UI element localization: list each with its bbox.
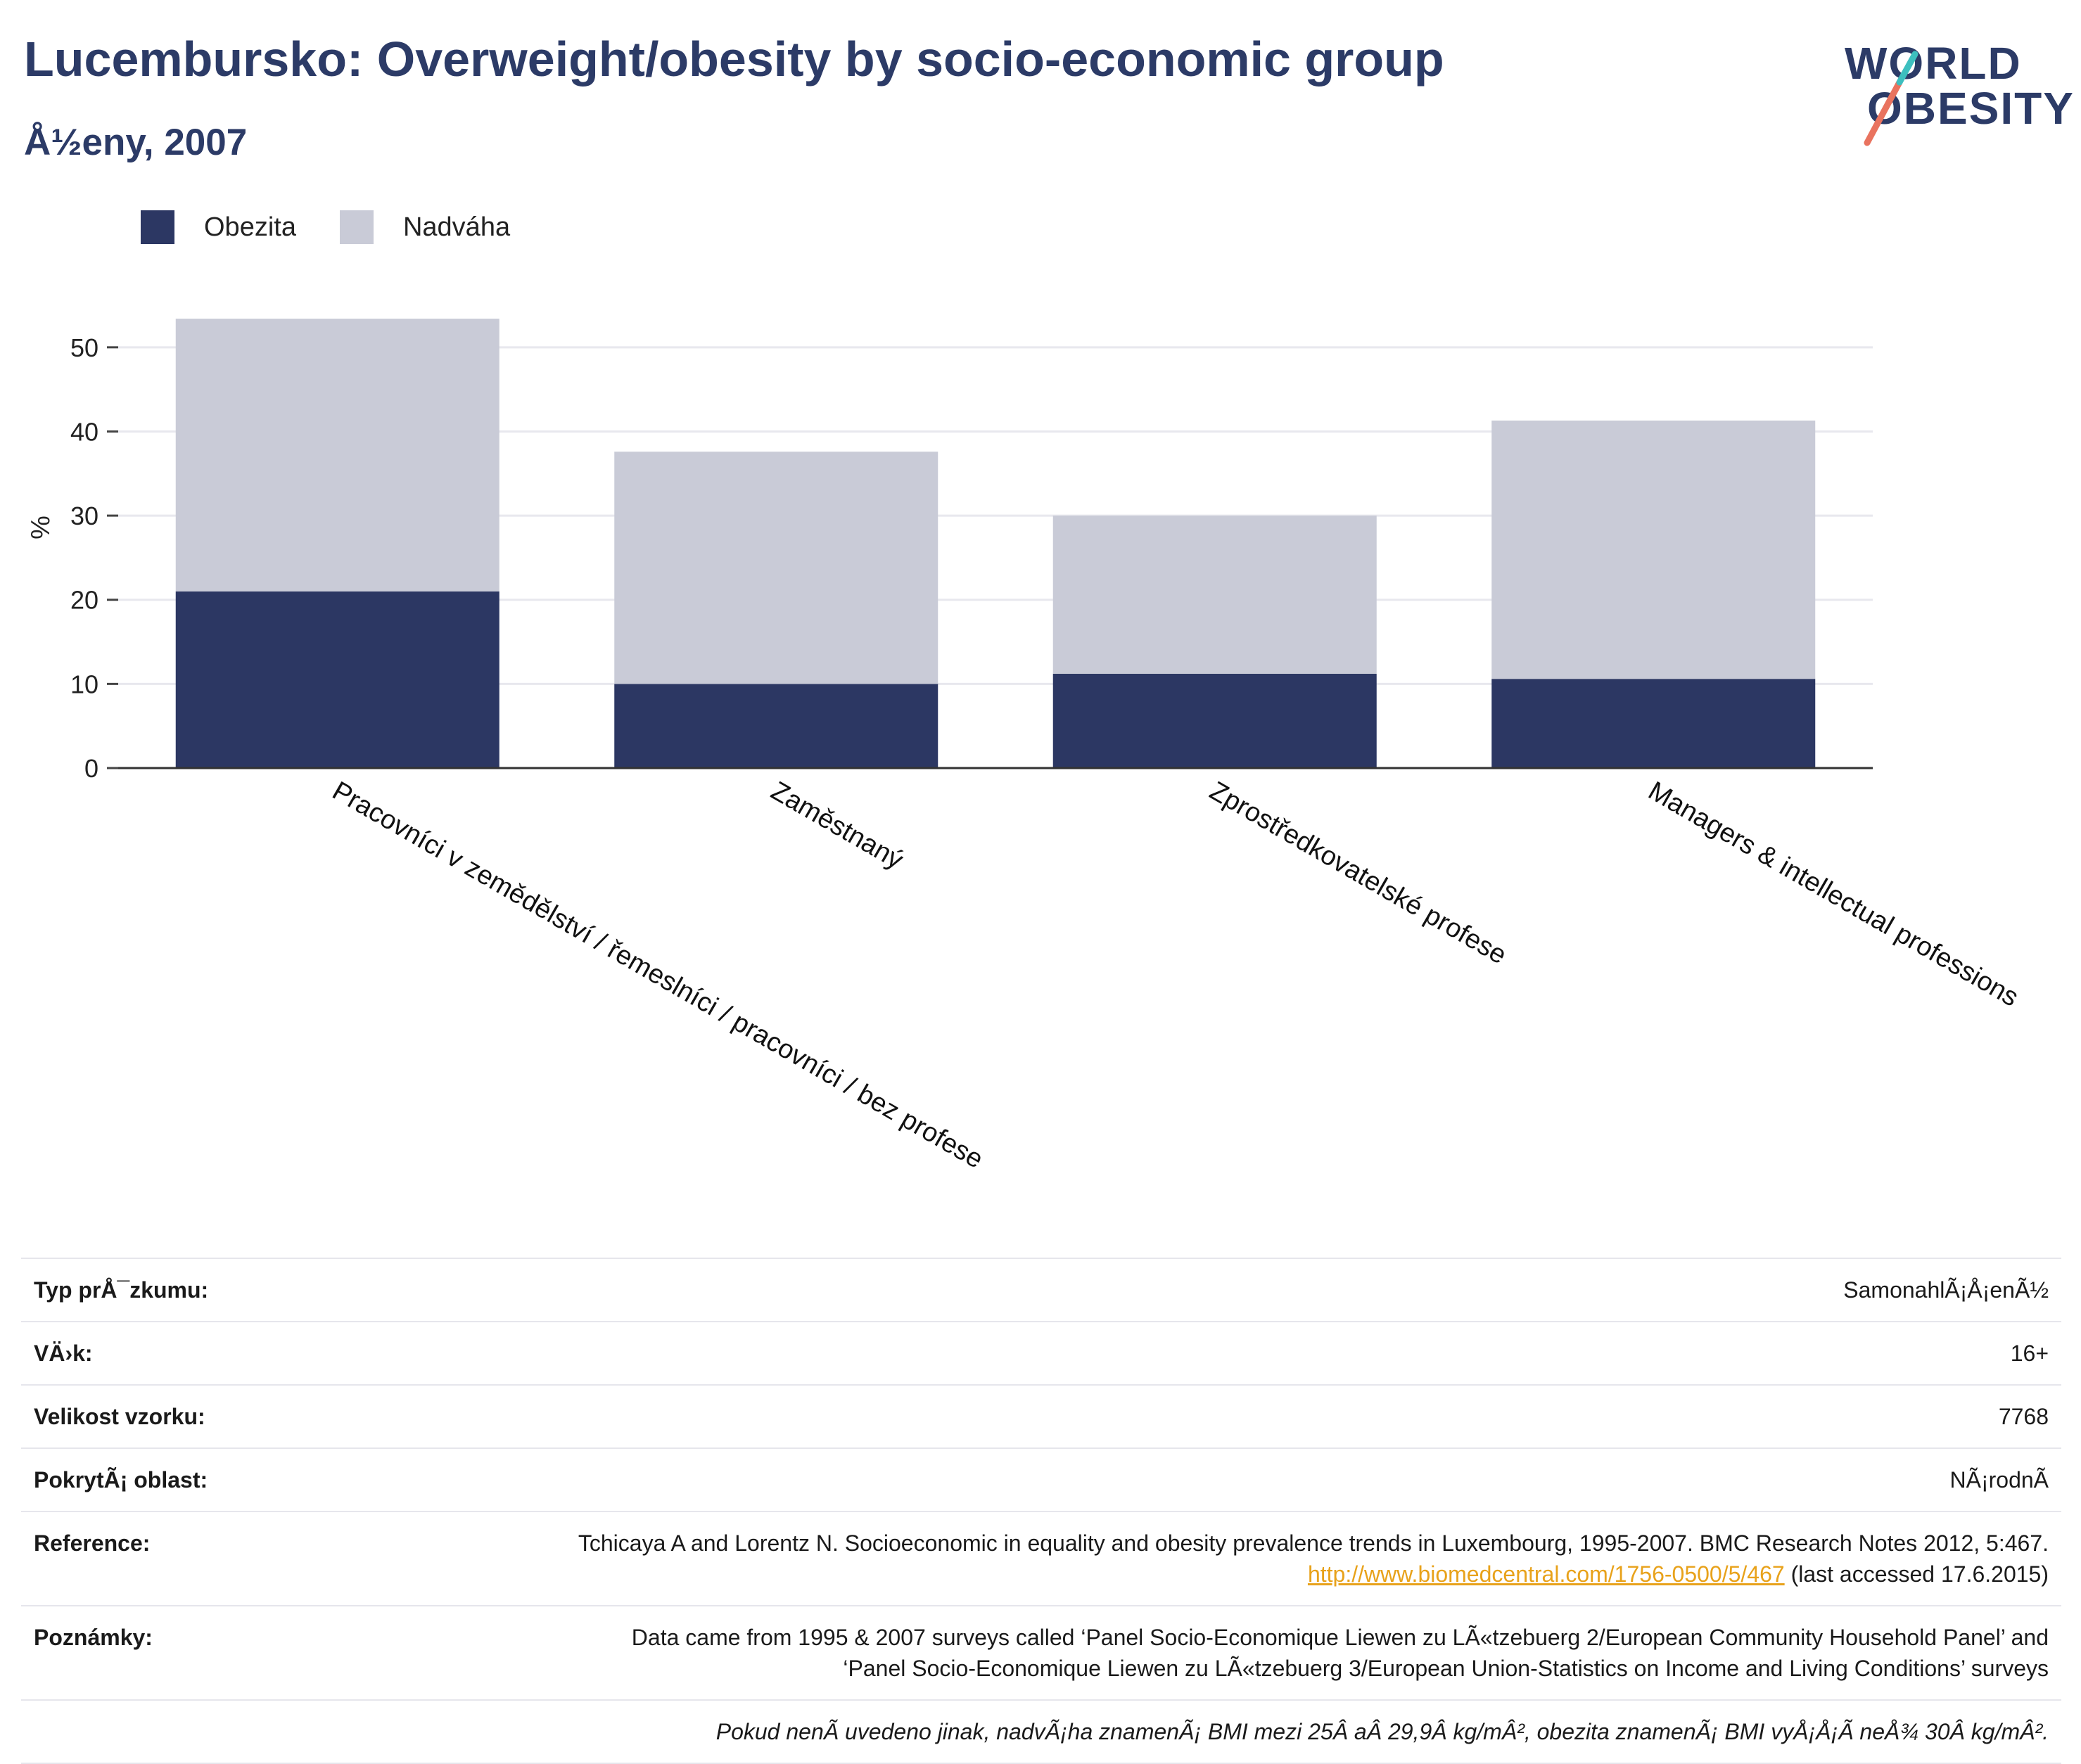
- logo-slash-icon: [1864, 51, 1918, 146]
- chart-legend: Obezita Nadváha: [141, 210, 554, 245]
- y-tick-label: 30: [70, 501, 98, 530]
- meta-value: 16+: [2010, 1341, 2049, 1366]
- y-tick-label: 0: [84, 754, 98, 783]
- bar-obezita: [175, 591, 499, 768]
- meta-key: PokrytÃ¡ oblast:: [34, 1467, 208, 1493]
- legend-item-nadvaha[interactable]: Nadváha: [339, 210, 511, 244]
- legend-label-nadvaha: Nadváha: [402, 212, 511, 242]
- reference-link[interactable]: http://www.biomedcentral.com/1756-0500/5…: [1307, 1561, 1785, 1587]
- bar-obezita: [614, 684, 938, 768]
- meta-value: 7768: [1998, 1404, 2049, 1429]
- logo-word-1: WORLD: [1845, 38, 2022, 89]
- bar-nadvaha: [1052, 516, 1377, 675]
- survey-metadata-table: Typ prÅ¯zkumu: SamonahlÃ¡Å¡enÃ½ VÄ›k: 16…: [21, 1258, 2061, 1764]
- page-subtitle: Å½eny, 2007: [24, 122, 248, 163]
- world-obesity-logo: WORLD OBESITY: [1836, 32, 2073, 151]
- meta-row-area-covered: PokrytÃ¡ oblast: NÃ¡rodnÃ: [21, 1447, 2061, 1511]
- meta-key: VÄ›k:: [34, 1341, 93, 1366]
- meta-row-footnote: Pokud nenÃ uvedeno jinak, nadvÃ¡ha zname…: [21, 1699, 2061, 1764]
- y-axis-label: %: [26, 516, 56, 539]
- x-tick-label: Zaměstnaný: [766, 776, 908, 875]
- meta-value: NÃ¡rodnÃ: [1949, 1467, 2049, 1493]
- bar-obezita: [1052, 674, 1377, 768]
- x-tick-label: Zprostředkovatelské profese: [1204, 776, 1511, 970]
- meta-row-sample-size: Velikost vzorku: 7768: [21, 1384, 2061, 1447]
- meta-value-notes: Data came from 1995 & 2007 surveys calle…: [631, 1625, 2049, 1681]
- logo-word-2: OBESITY: [1867, 83, 2075, 134]
- meta-value-reference: Tchicaya A and Lorentz N. Socioeconomic …: [571, 1528, 2049, 1590]
- meta-row-notes: Poznámky: Data came from 1995 & 2007 sur…: [21, 1605, 2061, 1699]
- reference-tail: (last accessed 17.6.2015): [1784, 1561, 2049, 1587]
- meta-row-reference: Reference: Tchicaya A and Lorentz N. Soc…: [21, 1511, 2061, 1605]
- y-tick-label: 20: [70, 586, 98, 615]
- meta-key: Poznámky:: [34, 1625, 153, 1650]
- reference-text: Tchicaya A and Lorentz N. Socioeconomic …: [578, 1530, 2049, 1556]
- y-tick-label: 50: [70, 333, 98, 362]
- bar-nadvaha: [1491, 420, 1816, 679]
- legend-label-obezita: Obezita: [204, 212, 296, 242]
- bar-nadvaha: [175, 319, 499, 592]
- y-tick-label: 40: [70, 417, 98, 446]
- bar-nadvaha: [614, 452, 938, 684]
- meta-row-survey-type: Typ prÅ¯zkumu: SamonahlÃ¡Å¡enÃ½: [21, 1258, 2061, 1321]
- legend-swatch-nadvaha: [339, 210, 374, 244]
- stacked-bar-chart: 0 10 20 30 40 50% Pracovníci v zemědělství / ř…: [26, 319, 2024, 1175]
- meta-value: SamonahlÃ¡Å¡enÃ½: [1843, 1277, 2049, 1303]
- x-tick-label: Managers & intellectual professions: [1643, 776, 2024, 1012]
- bmi-definition-footnote: Pokud nenÃ uvedeno jinak, nadvÃ¡ha zname…: [715, 1719, 2049, 1744]
- meta-row-age: VÄ›k: 16+: [21, 1321, 2061, 1384]
- bar-obezita: [1491, 679, 1816, 768]
- meta-key: Reference:: [34, 1530, 151, 1556]
- meta-key: Velikost vzorku:: [34, 1404, 205, 1429]
- page-title: Lucembursko: Overweight/obesity by socio…: [24, 32, 1444, 87]
- legend-item-obezita[interactable]: Obezita: [141, 210, 296, 244]
- meta-key: Typ prÅ¯zkumu:: [34, 1277, 209, 1303]
- y-tick-label: 10: [70, 670, 98, 698]
- x-tick-label: Pracovníci v zemědělství / řemeslníci / …: [327, 776, 988, 1174]
- legend-swatch-obezita: [141, 210, 174, 244]
